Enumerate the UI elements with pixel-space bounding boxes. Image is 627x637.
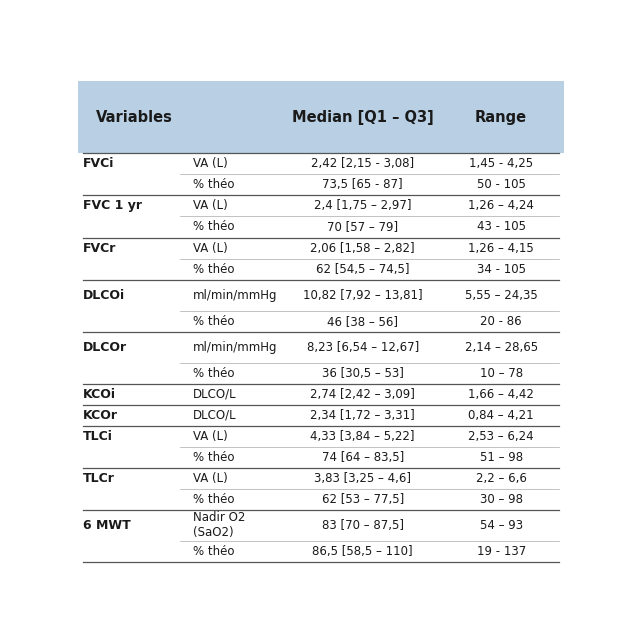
Text: 46 [38 – 56]: 46 [38 – 56] — [327, 315, 398, 327]
Text: 2,53 – 6,24: 2,53 – 6,24 — [468, 430, 534, 443]
Text: ml/min/mmHg: ml/min/mmHg — [192, 289, 277, 301]
Text: 30 – 98: 30 – 98 — [480, 493, 523, 506]
Text: 86,5 [58,5 – 110]: 86,5 [58,5 – 110] — [312, 545, 413, 558]
Text: VA (L): VA (L) — [192, 241, 228, 255]
Text: 2,14 – 28,65: 2,14 – 28,65 — [465, 341, 538, 354]
Text: DLCOr: DLCOr — [83, 341, 127, 354]
Text: Nadir O2
(SaO2): Nadir O2 (SaO2) — [192, 512, 245, 540]
Text: 74 [64 – 83,5]: 74 [64 – 83,5] — [322, 451, 404, 464]
Text: 2,06 [1,58 – 2,82]: 2,06 [1,58 – 2,82] — [310, 241, 415, 255]
Text: 2,4 [1,75 – 2,97]: 2,4 [1,75 – 2,97] — [314, 199, 411, 213]
Text: 6 MWT: 6 MWT — [83, 519, 131, 532]
Text: 20 - 86: 20 - 86 — [480, 315, 522, 327]
Text: VA (L): VA (L) — [192, 199, 228, 213]
Text: 36 [30,5 – 53]: 36 [30,5 – 53] — [322, 367, 404, 380]
Text: KCOi: KCOi — [83, 388, 116, 401]
Text: DLCO/L: DLCO/L — [192, 409, 236, 422]
Text: KCOr: KCOr — [83, 409, 119, 422]
Text: ml/min/mmHg: ml/min/mmHg — [192, 341, 277, 354]
Text: Range: Range — [475, 110, 527, 125]
Text: FVCi: FVCi — [83, 157, 115, 170]
Text: TLCr: TLCr — [83, 472, 115, 485]
Text: VA (L): VA (L) — [192, 430, 228, 443]
Text: % théo: % théo — [192, 493, 234, 506]
Text: 2,74 [2,42 – 3,09]: 2,74 [2,42 – 3,09] — [310, 388, 415, 401]
Text: 1,26 – 4,15: 1,26 – 4,15 — [468, 241, 534, 255]
Text: DLCO/L: DLCO/L — [192, 388, 236, 401]
Text: 8,23 [6,54 – 12,67]: 8,23 [6,54 – 12,67] — [307, 341, 419, 354]
Text: 34 - 105: 34 - 105 — [477, 262, 525, 276]
Text: 62 [53 – 77,5]: 62 [53 – 77,5] — [322, 493, 404, 506]
Text: 51 – 98: 51 – 98 — [480, 451, 523, 464]
Text: 5,55 – 24,35: 5,55 – 24,35 — [465, 289, 537, 301]
Text: 10,82 [7,92 – 13,81]: 10,82 [7,92 – 13,81] — [303, 289, 423, 301]
Text: % théo: % théo — [192, 220, 234, 234]
Text: 50 - 105: 50 - 105 — [477, 178, 525, 191]
Text: 1,26 – 4,24: 1,26 – 4,24 — [468, 199, 534, 213]
Text: 1,45 - 4,25: 1,45 - 4,25 — [469, 157, 533, 170]
Text: % théo: % théo — [192, 545, 234, 558]
Text: 83 [70 – 87,5]: 83 [70 – 87,5] — [322, 519, 404, 532]
Text: % théo: % théo — [192, 451, 234, 464]
Text: DLCOi: DLCOi — [83, 289, 125, 301]
Text: 54 – 93: 54 – 93 — [480, 519, 523, 532]
Text: 10 – 78: 10 – 78 — [480, 367, 523, 380]
Text: 2,34 [1,72 – 3,31]: 2,34 [1,72 – 3,31] — [310, 409, 415, 422]
Text: 4,33 [3,84 – 5,22]: 4,33 [3,84 – 5,22] — [310, 430, 415, 443]
Text: % théo: % théo — [192, 367, 234, 380]
Text: 2,2 – 6,6: 2,2 – 6,6 — [476, 472, 527, 485]
Text: Variables: Variables — [96, 110, 172, 125]
Bar — [78, 82, 564, 154]
Text: 2,42 [2,15 - 3,08]: 2,42 [2,15 - 3,08] — [311, 157, 414, 170]
Text: 3,83 [3,25 – 4,6]: 3,83 [3,25 – 4,6] — [314, 472, 411, 485]
Text: 43 - 105: 43 - 105 — [477, 220, 525, 234]
Text: 0,84 – 4,21: 0,84 – 4,21 — [468, 409, 534, 422]
Text: VA (L): VA (L) — [192, 472, 228, 485]
Text: % théo: % théo — [192, 178, 234, 191]
Text: FVC 1 yr: FVC 1 yr — [83, 199, 142, 213]
Text: 19 - 137: 19 - 137 — [477, 545, 526, 558]
Text: TLCi: TLCi — [83, 430, 113, 443]
Text: FVCr: FVCr — [83, 241, 117, 255]
Text: 1,66 – 4,42: 1,66 – 4,42 — [468, 388, 534, 401]
Text: VA (L): VA (L) — [192, 157, 228, 170]
Text: % théo: % théo — [192, 262, 234, 276]
Text: 62 [54,5 – 74,5]: 62 [54,5 – 74,5] — [316, 262, 409, 276]
Text: 73,5 [65 - 87]: 73,5 [65 - 87] — [322, 178, 403, 191]
Text: 70 [57 – 79]: 70 [57 – 79] — [327, 220, 398, 234]
Text: Median [Q1 – Q3]: Median [Q1 – Q3] — [292, 110, 433, 125]
Text: % théo: % théo — [192, 315, 234, 327]
